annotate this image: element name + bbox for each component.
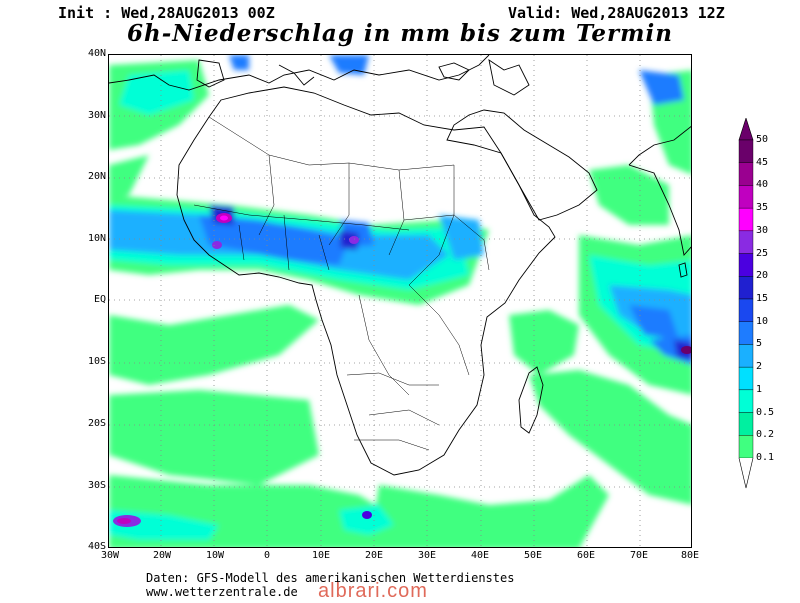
init-time-label: Init : Wed,28AUG2013 00Z (58, 4, 275, 22)
lat-label-20s: 20S (87, 418, 106, 429)
valid-time-label: Valid: Wed,28AUG2013 12Z (508, 4, 725, 22)
colorbar-label: 0.5 (756, 406, 775, 418)
colorbar-segment (738, 298, 754, 322)
colorbar-label: 35 (756, 202, 769, 214)
colorbar-label: 50 (756, 134, 769, 145)
colorbar-label: 15 (756, 293, 769, 304)
lat-label-10n: 10N (87, 233, 106, 244)
lon-label-10w: 10W (205, 550, 225, 561)
lat-label-10s: 10S (87, 356, 106, 367)
colorbar-segment (738, 207, 754, 232)
lat-label-30s: 30S (87, 480, 106, 491)
lon-label-70e: 70E (629, 550, 649, 561)
precipitation-colorbar (738, 118, 754, 489)
precipitation-field (109, 55, 691, 547)
colorbar-segment (738, 162, 754, 186)
colorbar-label: 45 (756, 156, 769, 168)
lat-label-40s: 40S (87, 541, 106, 552)
colorbar-segment (738, 389, 754, 413)
colorbar-segment (738, 230, 754, 254)
colorbar-label: 30 (756, 224, 769, 236)
lon-label-0: 0 (263, 550, 271, 561)
colorbar-top-arrow (738, 118, 754, 141)
colorbar-label: 5 (756, 338, 763, 350)
heavy-precipitation-cells (113, 213, 691, 527)
precipitation-map (108, 54, 692, 548)
colorbar-segment (738, 412, 754, 436)
colorbar-segment (738, 253, 754, 277)
lon-label-30w: 30W (100, 550, 120, 561)
colorbar-segment (738, 185, 754, 209)
colorbar-segment (738, 435, 754, 459)
colorbar-label: 1 (756, 383, 763, 395)
colorbar-segment (738, 276, 754, 300)
map-title: 6h-Niederschlag in mm bis zum Termin (127, 20, 673, 47)
colorbar-bottom-arrow (738, 457, 754, 489)
lat-label-eq: EQ (93, 294, 106, 305)
lon-label-20w: 20W (152, 550, 172, 561)
colorbar-label: 0.2 (756, 429, 775, 441)
watermark-text: albrari.com (318, 580, 428, 602)
colorbar-label: 20 (756, 270, 769, 282)
colorbar-label: 40 (756, 179, 769, 191)
lat-label-40n: 40N (87, 48, 106, 59)
colorbar-label: 2 (756, 361, 763, 373)
data-source-text: Daten: GFS-Modell des amerikanischen Wet… (146, 571, 515, 585)
lat-label-20n: 20N (87, 171, 106, 182)
colorbar-segment (738, 321, 754, 345)
colorbar-segment (738, 139, 754, 163)
lon-label-40e: 40E (470, 550, 490, 561)
lon-label-80e: 80E (680, 550, 700, 561)
colorbar-label: 25 (756, 247, 769, 259)
lon-label-20e: 20E (364, 550, 384, 561)
lon-label-50e: 50E (523, 550, 543, 561)
lon-label-60e: 60E (576, 550, 596, 561)
map-canvas (109, 55, 691, 547)
country-borders (193, 116, 490, 451)
lon-label-30e: 30E (417, 550, 437, 561)
coastlines (109, 55, 691, 476)
colorbar-segment (738, 366, 754, 391)
colorbar-segment (738, 344, 754, 368)
lon-label-10e: 10E (311, 550, 331, 561)
colorbar-label: 0.1 (756, 452, 775, 463)
lat-label-30n: 30N (87, 110, 106, 121)
colorbar-label: 10 (756, 315, 769, 327)
website-text: www.wetterzentrale.de (146, 585, 298, 599)
